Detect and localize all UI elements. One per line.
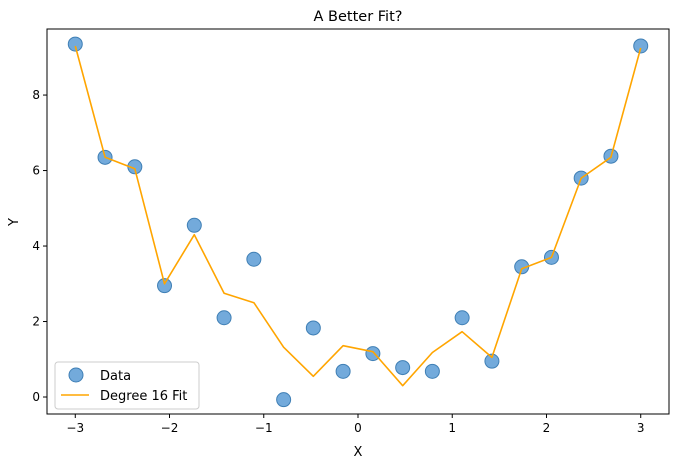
data-point: [365, 346, 381, 362]
data-point: [157, 278, 173, 294]
y-tick-label: 0: [32, 390, 40, 404]
x-axis: −3 −2 −1 0 1 2 3: [66, 414, 645, 435]
legend-box: [54, 361, 200, 410]
x-tick-label: −3: [66, 421, 84, 435]
x-tick-label: −2: [161, 421, 179, 435]
y-tick-label: 4: [32, 239, 40, 253]
data-point: [395, 360, 411, 376]
legend-label-fit: Degree 16 Fit: [100, 389, 187, 404]
data-point: [67, 36, 83, 52]
data-point: [305, 320, 321, 336]
fit-line: [74, 45, 642, 387]
legend: Data Degree 16 Fit: [54, 361, 200, 410]
data-point: [276, 392, 292, 408]
data-point: [454, 310, 470, 326]
data-point: [424, 363, 440, 379]
x-tick-label: 3: [637, 421, 645, 435]
y-axis-label: Y: [7, 218, 22, 227]
plot-area: [46, 28, 670, 415]
x-axis-label: X: [354, 445, 363, 460]
legend-marker-data: [68, 367, 84, 383]
x-tick-label: 1: [448, 421, 456, 435]
x-tick-label: 0: [354, 421, 362, 435]
data-point: [216, 310, 232, 326]
x-tick-label: 2: [543, 421, 551, 435]
legend-label-data: Data: [100, 369, 131, 384]
y-axis: 0 2 4 6 8: [32, 88, 47, 404]
chart-title: A Better Fit?: [314, 9, 403, 25]
data-point: [484, 353, 500, 369]
data-point: [246, 251, 262, 267]
data-point: [335, 363, 351, 379]
x-tick-label: −1: [255, 421, 273, 435]
data-point: [633, 38, 649, 54]
y-tick-label: 6: [32, 164, 40, 178]
y-tick-label: 2: [32, 315, 40, 329]
y-tick-label: 8: [32, 88, 40, 102]
data-series: [67, 36, 649, 408]
data-point: [186, 217, 202, 233]
